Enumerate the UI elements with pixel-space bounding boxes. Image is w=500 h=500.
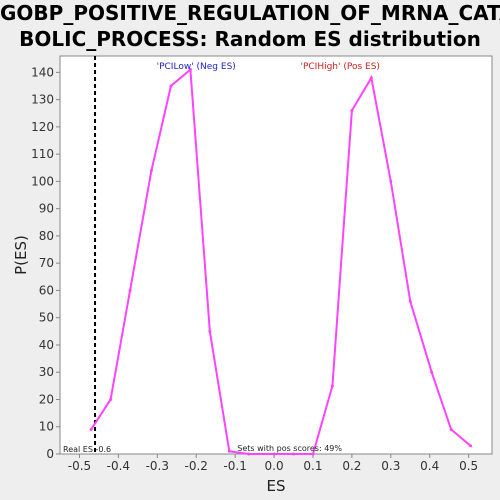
x-tick-label: 0.5: [459, 459, 478, 473]
data-point: [408, 299, 412, 303]
data-point: [469, 444, 473, 448]
y-tick-label: 110: [31, 147, 54, 161]
data-point: [227, 449, 231, 453]
y-tick-label: 20: [39, 392, 54, 406]
series-line: [90, 67, 472, 455]
data-point: [169, 84, 173, 88]
x-axis-ticks: -0.5 -0.4 -0.3 -0.2 -0.1 0.0 0.1 0.2 0.3 0.4 0.5: [68, 454, 478, 473]
x-axis-label: ES: [267, 477, 286, 495]
y-tick-label: 130: [31, 93, 54, 107]
y-tick-label: 100: [31, 174, 54, 188]
y-tick-label: 30: [39, 365, 54, 379]
data-point: [311, 452, 315, 456]
data-point: [208, 329, 212, 333]
data-point: [128, 288, 132, 292]
neg-es-label: 'PCILow' (Neg ES): [157, 62, 236, 72]
data-point: [449, 427, 453, 431]
y-tick-label: 120: [31, 120, 54, 134]
data-point: [330, 384, 334, 388]
data-point: [149, 168, 153, 172]
x-tick-label: -0.3: [146, 459, 169, 473]
y-tick-label: 70: [39, 256, 54, 270]
y-axis-ticks: 0 10 20 30 40 50 60 70 80 90 100 110 120 130 140: [31, 65, 60, 461]
x-tick-label: 0.1: [303, 459, 322, 473]
series-points: [89, 68, 473, 456]
data-point: [430, 370, 434, 374]
y-axis-label: P(ES): [12, 235, 30, 275]
data-point: [369, 76, 373, 80]
plot-area: [59, 55, 493, 455]
pos-scores-label: Sets with pos scores: 49%: [237, 444, 342, 453]
data-point: [109, 397, 113, 401]
data-point: [89, 427, 93, 431]
data-point: [247, 452, 251, 456]
data-point: [188, 68, 192, 72]
y-tick-label: 60: [39, 283, 54, 297]
y-tick-label: 0: [46, 447, 54, 461]
y-tick-label: 140: [31, 65, 54, 79]
x-tick-label: -0.5: [68, 459, 91, 473]
data-point: [389, 179, 393, 183]
data-point: [350, 109, 354, 113]
x-tick-label: 0.3: [381, 459, 400, 473]
y-tick-label: 90: [39, 202, 54, 216]
y-tick-label: 10: [39, 420, 54, 434]
x-tick-label: -0.2: [185, 459, 208, 473]
x-tick-label: 0.0: [265, 459, 284, 473]
pos-es-label: 'PCIHigh' (Pos ES): [300, 62, 379, 72]
y-tick-label: 40: [39, 338, 54, 352]
x-tick-label: 0.2: [342, 459, 361, 473]
x-tick-label: -0.1: [223, 459, 246, 473]
x-tick-label: -0.4: [107, 459, 130, 473]
real-es-label: Real ES -0.6: [63, 445, 111, 454]
x-tick-label: 0.4: [420, 459, 439, 473]
data-point: [272, 452, 276, 456]
data-point: [292, 452, 296, 456]
chart-title: GOBP_POSITIVE_REGULATION_OF_MRNA_CATA BO…: [0, 1, 500, 51]
y-tick-label: 50: [39, 311, 54, 325]
y-tick-label: 80: [39, 229, 54, 243]
